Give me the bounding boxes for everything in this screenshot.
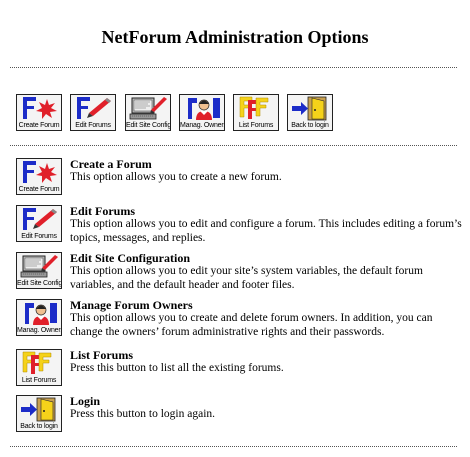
- option-title: Edit Forums: [70, 204, 136, 218]
- button-caption: Manag. Owners: [180, 122, 225, 129]
- button-caption: Edit Site Config: [126, 122, 171, 129]
- list-forums-button[interactable]: List Forums: [16, 349, 62, 386]
- edit-forums-button[interactable]: Edit Forums: [16, 205, 62, 242]
- edit-site-config-button[interactable]: Edit Site Config: [125, 94, 171, 131]
- option-title: Manage Forum Owners: [70, 298, 193, 312]
- back-to-login-button[interactable]: Back to login: [16, 395, 62, 432]
- page-title: NetForum Administration Options: [101, 27, 369, 47]
- option-title: Create a Forum: [70, 157, 152, 171]
- create-forum-button[interactable]: Create Forum: [16, 94, 62, 131]
- manage-owners-icon: [187, 97, 221, 121]
- list-forums-button[interactable]: List Forums: [233, 94, 279, 131]
- divider: [10, 67, 457, 68]
- button-caption: Edit Forums: [75, 122, 111, 129]
- manage-owners-button[interactable]: Manag. Owners: [16, 299, 62, 336]
- edit-forums-icon: [77, 97, 111, 119]
- back-to-login-icon: [291, 96, 327, 121]
- edit-forums-button[interactable]: Edit Forums: [70, 94, 116, 131]
- button-caption: Back to login: [20, 423, 58, 430]
- button-caption: Edit Site Config: [17, 280, 62, 287]
- option-description: Press this button to login again.: [70, 408, 216, 420]
- back-to-login-icon: [20, 397, 56, 422]
- option-title: List Forums: [70, 348, 133, 362]
- manage-owners-button[interactable]: Manag. Owners: [179, 94, 225, 131]
- manage-owners-icon: [24, 302, 58, 326]
- option-description: This option allows you to create and del…: [70, 312, 433, 338]
- option-description: This option allows you to edit your site…: [70, 265, 423, 291]
- button-caption: Back to login: [291, 122, 329, 129]
- button-caption: Create Forum: [18, 122, 60, 129]
- button-caption: Edit Forums: [21, 233, 57, 240]
- option-description: This option allows you to edit and confi…: [70, 218, 462, 244]
- divider: [10, 145, 457, 146]
- option-title: Edit Site Configuration: [70, 251, 191, 265]
- back-to-login-button[interactable]: Back to login: [287, 94, 333, 131]
- create-forum-icon: [23, 161, 57, 183]
- edit-site-config-icon: [20, 254, 59, 278]
- button-caption: List Forums: [238, 122, 274, 129]
- button-caption: Manag. Owners: [17, 327, 62, 334]
- list-forums-icon: [239, 96, 269, 120]
- create-forum-button[interactable]: Create Forum: [16, 158, 62, 195]
- option-description: This option allows you to create a new f…: [70, 171, 282, 183]
- divider: [10, 446, 457, 447]
- edit-forums-icon: [23, 208, 57, 230]
- create-forum-icon: [23, 97, 57, 119]
- list-forums-icon: [22, 351, 52, 375]
- button-caption: Create Forum: [18, 186, 60, 193]
- option-title: Login: [70, 394, 101, 408]
- button-caption: List Forums: [21, 377, 57, 384]
- option-description: Press this button to list all the existi…: [70, 362, 284, 374]
- edit-site-config-button[interactable]: Edit Site Config: [16, 252, 62, 289]
- edit-site-config-icon: [129, 96, 168, 120]
